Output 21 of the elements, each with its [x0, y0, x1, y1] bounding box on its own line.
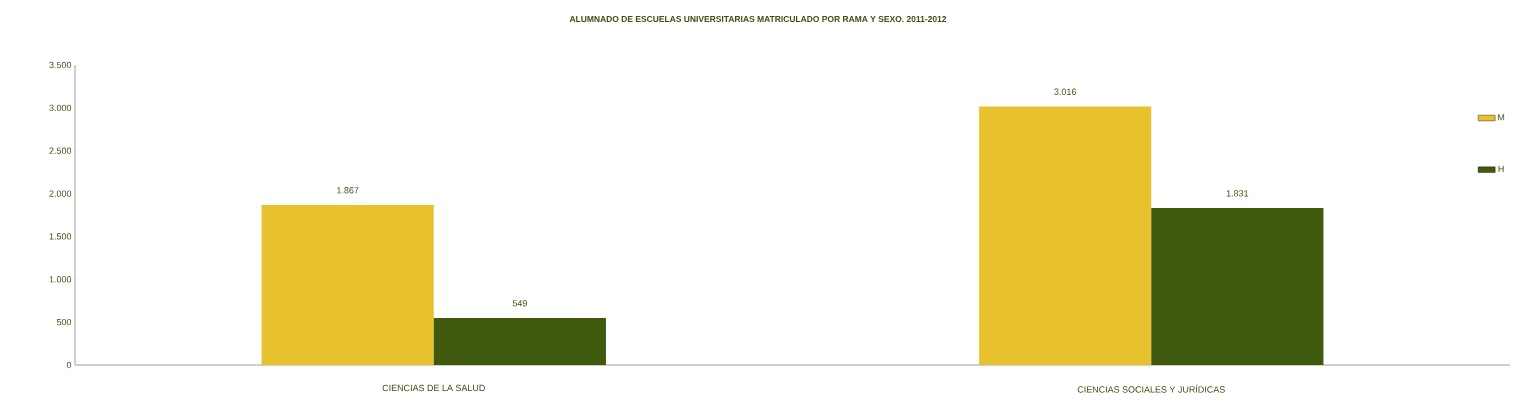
- data-label: 1.867: [337, 187, 359, 194]
- y-tick-label: 500: [56, 318, 72, 326]
- legend-label: M: [1498, 114, 1505, 121]
- y-tick-label: 1.000: [49, 276, 72, 283]
- bar: [979, 106, 1152, 365]
- y-tick-label: 3.000: [49, 104, 72, 112]
- y-tick-label: 0: [66, 361, 72, 369]
- data-label: 3.016: [1054, 88, 1076, 95]
- x-tick-label: CIENCIAS DE LA SALUD: [382, 384, 485, 392]
- y-tick-label: 1.500: [49, 233, 72, 240]
- data-label: 1.831: [1226, 190, 1249, 197]
- y-tick-label: 2.500: [49, 147, 72, 154]
- bar: [261, 204, 434, 365]
- y-tick-label: 2.000: [49, 190, 72, 197]
- data-label: 549: [512, 300, 527, 307]
- bar: [1151, 208, 1324, 365]
- chart-title: ALUMNADO DE ESCUELAS UNIVERSITARIAS MATRICULADO POR RAMA Y SEXO. 2011-2012: [569, 16, 947, 22]
- x-tick-label: CIENCIAS SOCIALES Y JURÍDICAS: [1077, 384, 1225, 393]
- legend-label: H: [1498, 165, 1504, 172]
- bar: [433, 317, 606, 365]
- y-tick-label: 3.500: [49, 61, 72, 69]
